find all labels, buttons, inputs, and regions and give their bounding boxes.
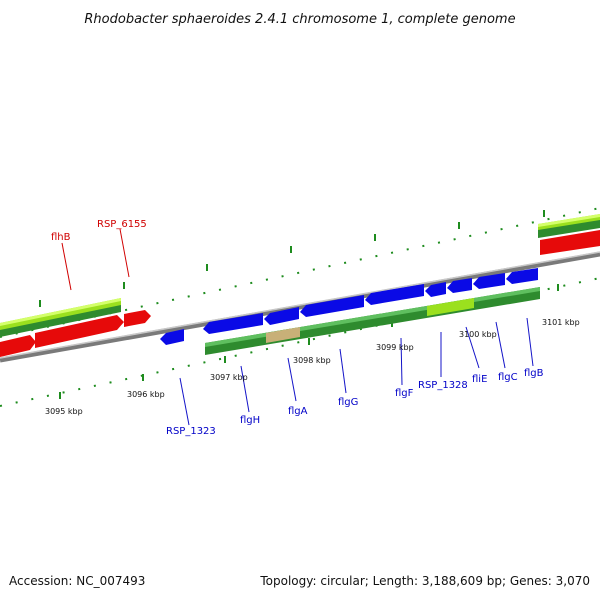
gene-flhb xyxy=(0,335,36,357)
lower-green-track xyxy=(205,287,540,355)
gene-flgg xyxy=(300,295,364,317)
gene-rsp6155-b xyxy=(124,310,151,327)
scale-labels: 3095 kbp 3096 kbp 3097 kbp 3098 kbp 3099… xyxy=(45,318,580,416)
upper-gene-labels: flhB RSP_6155 xyxy=(51,219,147,243)
lower-gene-labels: RSP_1323 flgH flgA flgG flgF RSP_1328 fl… xyxy=(166,368,544,437)
gene-label: RSP_1323 xyxy=(166,426,216,437)
scale-label: 3101 kbp xyxy=(542,318,580,327)
lower-strand-genes xyxy=(160,268,538,345)
gene-label: flhB xyxy=(51,232,71,243)
gene-label: RSP_6155 xyxy=(97,219,147,230)
gene-label: RSP_1328 xyxy=(418,380,468,391)
gene-flgb xyxy=(506,268,538,284)
gene-label: flgA xyxy=(288,406,308,417)
gene-label: flgF xyxy=(395,388,414,399)
label-leader-lines xyxy=(179,317,534,426)
gene-rsp6155-a xyxy=(35,315,124,348)
accession-text: Accession: NC_007493 xyxy=(9,574,145,588)
gene-flie xyxy=(447,278,472,293)
gene-label: flgC xyxy=(498,372,518,383)
upper-right-tracks xyxy=(538,214,600,255)
scale-label: 3097 kbp xyxy=(210,373,248,382)
genome-backbone xyxy=(0,251,600,363)
red-leader-lines xyxy=(61,228,130,291)
map-title: Rhodobacter sphaeroides 2.4.1 chromosome… xyxy=(84,12,515,27)
scale-label: 3096 kbp xyxy=(127,390,165,399)
gene-flgh xyxy=(203,313,263,334)
gene-label: flgB xyxy=(524,368,544,379)
scale-label: 3099 kbp xyxy=(376,343,414,352)
gene-flgf xyxy=(365,284,424,305)
gene-flga xyxy=(264,307,299,325)
gene-label: flgG xyxy=(338,397,358,408)
scale-label: 3095 kbp xyxy=(45,407,83,416)
gene-label: fliE xyxy=(472,374,487,385)
gene-rsp1328 xyxy=(425,282,446,297)
gene-rsp1323 xyxy=(160,329,184,345)
gene-flgc xyxy=(473,273,505,289)
scale-label: 3098 kbp xyxy=(293,356,331,365)
upper-left-tracks xyxy=(0,298,151,357)
genome-summary-text: Topology: circular; Length: 3,188,609 bp… xyxy=(259,574,590,588)
scale-label: 3100 kbp xyxy=(459,330,497,339)
gene-label: flgH xyxy=(240,415,260,426)
